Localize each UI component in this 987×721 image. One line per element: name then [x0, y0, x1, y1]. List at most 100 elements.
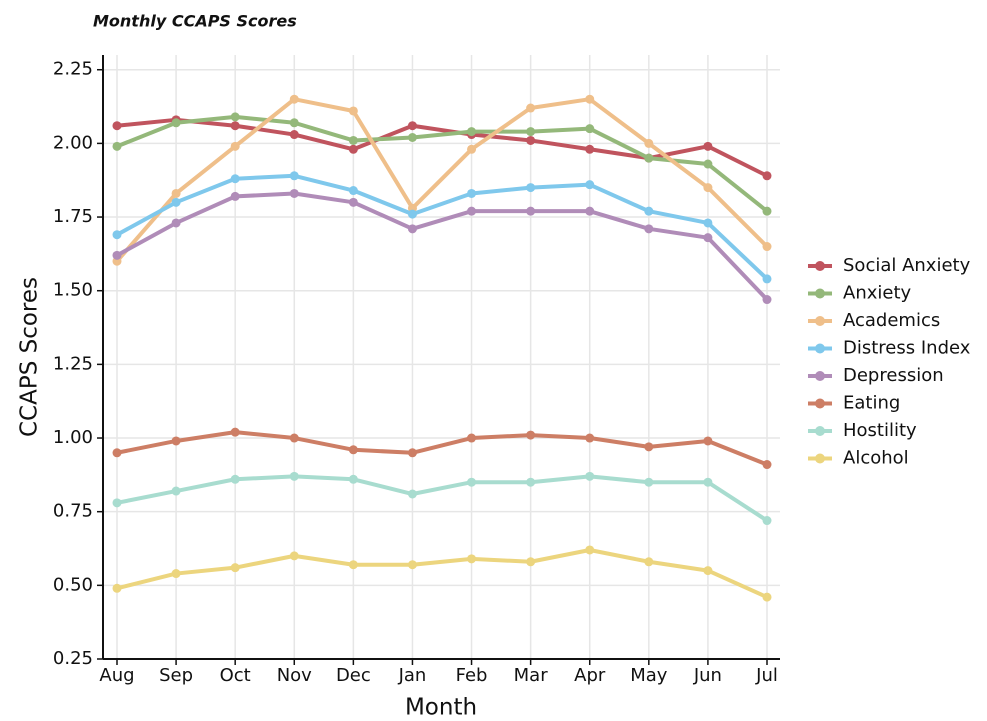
data-point [762, 592, 772, 602]
data-point [585, 433, 595, 443]
x-tick-label: May [630, 665, 668, 686]
x-axis-label: Month [405, 695, 477, 721]
data-point [703, 218, 713, 228]
data-point [644, 153, 654, 163]
data-point [289, 188, 299, 198]
data-point [112, 250, 122, 260]
data-point [407, 448, 417, 458]
legend-swatch [815, 398, 825, 409]
x-tick-label: Nov [277, 665, 312, 686]
legend-label: Eating [843, 393, 900, 414]
legend-swatch [815, 453, 825, 464]
data-point [526, 183, 536, 193]
data-point [703, 477, 713, 487]
data-point [526, 557, 536, 567]
y-axis-label: CCAPS Scores [17, 277, 43, 437]
legend-label: Hostility [843, 420, 917, 441]
y-tick-label: 0.25 [53, 648, 93, 669]
data-point [526, 430, 536, 440]
data-point [762, 516, 772, 526]
data-point [348, 474, 358, 484]
data-point [230, 191, 240, 201]
data-point [467, 433, 477, 443]
data-point [171, 569, 181, 579]
data-point [348, 135, 358, 145]
data-point [171, 436, 181, 446]
data-point [703, 159, 713, 169]
data-point [112, 230, 122, 240]
data-point [230, 427, 240, 437]
legend-swatch [815, 426, 825, 436]
data-point [703, 183, 713, 193]
data-point [467, 144, 477, 154]
data-point [526, 206, 536, 216]
data-point [348, 445, 358, 455]
data-point [526, 135, 536, 145]
data-point [526, 477, 536, 487]
x-tick-label: Mar [514, 665, 549, 686]
data-point [171, 188, 181, 198]
data-point [407, 121, 417, 131]
data-point [585, 545, 595, 555]
data-point [289, 118, 299, 128]
data-point [585, 94, 595, 104]
data-point [762, 171, 772, 181]
data-point [112, 141, 122, 151]
series-line [116, 191, 769, 301]
data-point [644, 557, 654, 567]
data-point [467, 188, 477, 198]
x-tick-label: Jun [693, 665, 722, 686]
x-tick-label: Oct [220, 665, 251, 686]
data-point [526, 127, 536, 137]
data-point [407, 132, 417, 142]
data-point [585, 471, 595, 481]
data-point [171, 486, 181, 496]
legend-label: Social Anxiety [843, 255, 971, 276]
legend-swatch [815, 261, 825, 271]
data-point [585, 180, 595, 190]
data-point [585, 124, 595, 134]
data-point [171, 197, 181, 207]
data-point [703, 141, 713, 151]
series-line [116, 117, 768, 178]
data-point [289, 171, 299, 181]
data-point [407, 489, 417, 499]
series-line [116, 173, 769, 281]
data-point [230, 174, 240, 184]
data-point [407, 224, 417, 234]
data-point [407, 209, 417, 219]
data-point [230, 141, 240, 151]
data-point [171, 118, 181, 128]
x-tick-label: Apr [574, 665, 606, 686]
data-point [230, 112, 240, 122]
data-point [644, 224, 654, 234]
data-point [112, 583, 122, 593]
data-point [289, 94, 299, 104]
data-point [230, 474, 240, 484]
legend-label: Academics [843, 310, 940, 331]
data-point [644, 442, 654, 452]
y-tick-label: 0.75 [53, 501, 93, 522]
legend-label: Alcohol [843, 448, 909, 469]
data-point [112, 448, 122, 458]
data-point [112, 498, 122, 508]
data-point [467, 127, 477, 137]
data-point [467, 554, 477, 564]
y-tick-label: 0.50 [53, 574, 93, 595]
legend-label: Depression [843, 365, 944, 386]
data-point [644, 206, 654, 216]
legend-label: Anxiety [843, 283, 912, 304]
series-line [115, 97, 769, 263]
data-point [762, 295, 772, 305]
x-tick-label: Jan [398, 665, 427, 686]
legend-swatch [815, 316, 825, 326]
x-tick-label: Sep [159, 665, 193, 686]
data-point [348, 560, 358, 570]
x-tick-label: Feb [456, 665, 488, 686]
data-point [230, 121, 240, 131]
x-tick-label: Dec [336, 665, 371, 686]
series-line [116, 114, 769, 213]
data-point [703, 436, 713, 446]
data-point [762, 206, 772, 216]
legend-swatch [815, 371, 825, 381]
